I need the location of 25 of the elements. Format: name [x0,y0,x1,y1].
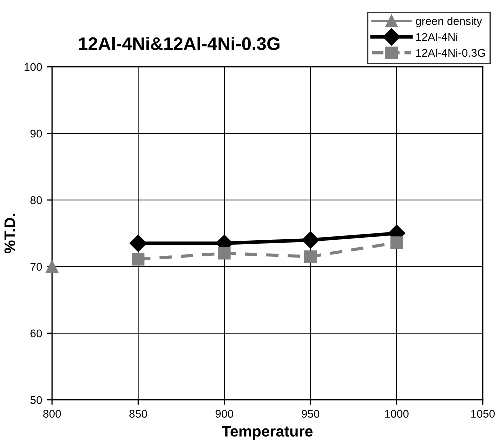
point [304,250,317,264]
legend-label: 12Al-4Ni-0.3G [416,48,486,58]
y-tick-label: 50 [30,396,42,404]
point [218,247,231,260]
point [302,232,320,249]
x-tick-label: 800 [44,410,62,418]
y-tick-label: 60 [30,330,42,338]
point [130,234,147,252]
x-tick-label: 950 [302,410,320,418]
y-tick-label: 70 [30,263,42,271]
y-tick-label: 100 [24,63,42,72]
x-tick-label: 1000 [385,410,409,418]
chart-title: 12Al-4Ni&12Al-4Ni-0.3G [79,37,280,50]
legend-label: green density [416,17,482,28]
point [132,253,145,266]
y-tick-label: 80 [30,196,42,204]
legend-label: 12Al-4Ni [416,33,458,42]
y-tick-label: 90 [30,130,42,138]
point [46,260,59,274]
point [390,236,404,250]
x-tick-label: 1050 [472,410,495,418]
x-tick-label: 850 [130,410,148,418]
y-axis-title: %T.D. [4,214,16,254]
x-axis-title: Temperature [222,426,313,440]
x-tick-label: 900 [216,410,234,418]
